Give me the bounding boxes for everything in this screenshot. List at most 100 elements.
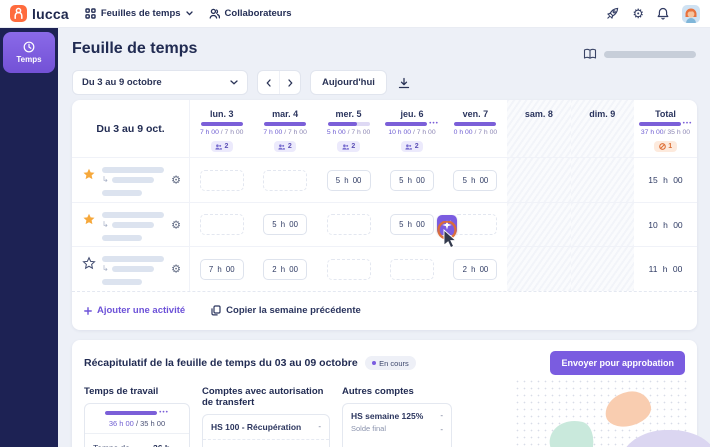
time-cell xyxy=(253,157,317,202)
time-input[interactable] xyxy=(389,258,434,280)
work-time-card: ••• 36 h 00 / 35 h 00 Temps de travail 3… xyxy=(84,403,190,447)
collaborators-count-badge[interactable]: 2 xyxy=(210,141,233,152)
redacted-text-bar xyxy=(604,50,696,58)
page-title: Feuille de temps xyxy=(72,40,198,57)
send-for-approval-button[interactable]: Envoyer pour approbation xyxy=(550,351,685,375)
total-header: Total ••• 37 h 00/ 35 h 00 1 xyxy=(634,100,697,157)
people-icon xyxy=(209,8,220,19)
timesheet-card: Du 3 au 9 oct. lun. 3 ••• 7 h 00 / 7 h 0… xyxy=(72,100,697,330)
download-button[interactable] xyxy=(396,70,412,95)
book-icon xyxy=(583,48,597,60)
previous-week-button[interactable] xyxy=(258,71,279,94)
other-accounts-heading: Autres comptes xyxy=(342,386,414,397)
chevron-right-icon xyxy=(287,78,293,87)
nav-label: Feuilles de temps xyxy=(100,8,181,19)
time-input[interactable] xyxy=(453,258,498,280)
time-cell xyxy=(190,246,254,291)
time-cell xyxy=(190,202,254,246)
next-week-button[interactable] xyxy=(279,71,300,94)
day-header-ven: ven. 7 ••• 0 h 00 / 7 h 00 xyxy=(453,109,498,136)
today-button[interactable]: Aujourd'hui xyxy=(310,70,387,95)
time-input[interactable] xyxy=(326,214,371,235)
alert-circle-icon xyxy=(658,143,666,150)
time-input[interactable] xyxy=(453,169,498,191)
chevron-down-icon xyxy=(230,80,238,85)
activity-settings-button[interactable]: ⚙ xyxy=(171,219,181,231)
time-input[interactable] xyxy=(199,258,244,280)
day-progress-bar xyxy=(385,122,428,126)
weekend-cell xyxy=(570,202,634,246)
logo-text: lucca xyxy=(32,5,69,22)
sheet-footer: Ajouter une activité Copier la semaine p… xyxy=(72,291,697,329)
favorite-star-icon[interactable] xyxy=(82,212,96,226)
weekend-cell xyxy=(507,157,571,202)
time-cell xyxy=(190,157,254,202)
weekend-cell xyxy=(570,157,634,202)
magic-fill-button[interactable] xyxy=(436,214,457,235)
subtask-arrow-icon: ↳ xyxy=(102,175,109,184)
time-input[interactable] xyxy=(453,214,498,235)
time-input[interactable] xyxy=(326,169,371,191)
time-cell xyxy=(443,157,508,202)
weekend-cell xyxy=(570,246,634,291)
favorite-star-icon[interactable] xyxy=(82,167,96,181)
favorite-star-icon[interactable] xyxy=(82,256,96,270)
day-progress-bar xyxy=(454,122,497,126)
time-cell xyxy=(253,202,317,246)
time-input[interactable] xyxy=(389,169,434,191)
sidebar-item-temps[interactable]: Temps xyxy=(3,32,55,73)
row-total: 10 h 00 xyxy=(633,202,697,246)
time-input[interactable] xyxy=(263,258,308,280)
collaborators-count-badge[interactable]: 2 xyxy=(337,141,360,152)
user-avatar[interactable] xyxy=(682,4,700,23)
nav-collaborateurs[interactable]: Collaborateurs xyxy=(209,8,292,19)
people-icon xyxy=(342,143,349,150)
day-header-dim: dim. 9 xyxy=(570,100,634,157)
activity-settings-button[interactable]: ⚙ xyxy=(171,174,181,187)
decor-blob-lavender xyxy=(620,430,710,447)
period-select[interactable]: Du 3 au 9 octobre xyxy=(72,70,248,95)
sidebar: Temps xyxy=(0,28,58,447)
other-accounts-card: HS semaine 125% Solde final -- HS semain… xyxy=(342,403,452,447)
activity-settings-button[interactable]: ⚙ xyxy=(171,263,181,276)
total-progress-bar xyxy=(638,122,681,126)
time-input[interactable] xyxy=(326,258,371,280)
apps-grid-icon xyxy=(85,8,96,19)
time-cell xyxy=(316,157,381,202)
notifications-button[interactable] xyxy=(657,7,669,20)
time-input[interactable] xyxy=(199,214,244,235)
gear-icon: ⚙ xyxy=(632,6,644,21)
status-dot xyxy=(371,361,376,365)
time-input[interactable] xyxy=(263,169,308,191)
overtime-alert-badge[interactable]: 1 xyxy=(654,141,677,152)
collaborators-count-badge[interactable]: 2 xyxy=(273,141,297,152)
day-header-mar: mar. 4 ••• 7 h 00 / 7 h 00 2 xyxy=(263,109,307,152)
weekend-cell xyxy=(507,246,571,291)
subtask-arrow-icon: ↳ xyxy=(102,220,109,229)
copy-previous-week-button[interactable]: Copier la semaine précédente xyxy=(211,305,361,316)
download-icon xyxy=(398,77,410,88)
redacted-activity-name: ↳ xyxy=(102,167,189,196)
subtask-arrow-icon: ↳ xyxy=(102,264,109,273)
collaborators-count-badge[interactable]: 2 xyxy=(400,141,424,152)
add-activity-button[interactable]: Ajouter une activité xyxy=(84,305,185,316)
rocket-button[interactable] xyxy=(606,7,619,20)
activity-row-label: ↳ ⚙ xyxy=(72,246,190,291)
lucca-logo[interactable]: lucca xyxy=(10,5,69,22)
nav-label: Collaborateurs xyxy=(224,8,292,19)
sidebar-item-label: Temps xyxy=(16,55,42,64)
sparkle-icon xyxy=(442,219,452,230)
nav-feuilles-de-temps[interactable]: Feuilles de temps xyxy=(85,8,193,19)
time-input[interactable] xyxy=(263,214,308,235)
account-row: HS semaine 125% Solde final -- xyxy=(351,411,443,434)
settings-gear-button[interactable]: ⚙ xyxy=(632,7,644,20)
time-input[interactable] xyxy=(199,169,244,191)
time-cell xyxy=(316,246,381,291)
redacted-activity-name: ↳ xyxy=(102,212,189,241)
activity-row-label: ↳ ⚙ xyxy=(72,157,190,202)
documentation-link[interactable] xyxy=(583,48,696,60)
time-cell xyxy=(316,202,381,246)
time-cell xyxy=(253,246,317,291)
time-input[interactable] xyxy=(389,214,434,235)
work-time-heading: Temps de travail xyxy=(84,386,159,397)
